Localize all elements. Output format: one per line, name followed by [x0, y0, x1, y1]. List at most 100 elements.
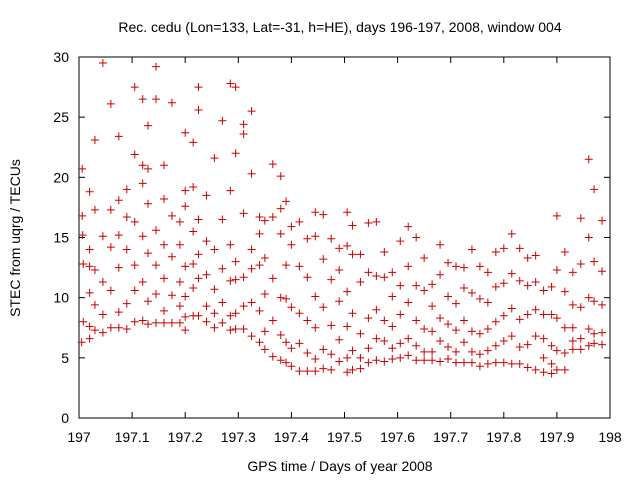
data-point: [210, 154, 219, 163]
data-point: [303, 316, 312, 325]
data-point: [255, 338, 264, 347]
data-point: [531, 332, 540, 341]
data-point: [138, 316, 147, 325]
data-point: [483, 298, 492, 307]
data-point: [590, 297, 599, 306]
data-point: [576, 345, 585, 354]
data-point: [255, 213, 264, 222]
data-point: [226, 186, 235, 195]
data-point: [372, 305, 381, 314]
data-point: [452, 347, 461, 356]
data-point: [295, 262, 304, 271]
plot-frame: [78, 56, 611, 419]
data-point: [260, 327, 269, 336]
data-point: [420, 347, 429, 356]
data-point: [547, 369, 556, 378]
y-axis: 0 5 10 15 20 25 30: [53, 49, 610, 426]
data-point: [327, 350, 336, 359]
data-point: [276, 330, 285, 339]
data-point: [78, 231, 87, 240]
data-point: [98, 328, 107, 337]
data-point: [598, 328, 607, 337]
data-point: [122, 299, 131, 308]
data-point: [404, 222, 413, 231]
data-point: [531, 365, 540, 374]
data-point: [452, 358, 461, 367]
data-point: [507, 269, 516, 278]
data-point: [90, 205, 99, 214]
data-point: [388, 268, 397, 277]
data-point: [412, 233, 421, 242]
data-point: [507, 359, 516, 368]
data-point: [380, 247, 389, 256]
x-axis: 197 197.1 197.2 197.3 197.4 197.5 197.6 197.7 19…: [67, 57, 622, 445]
data-point: [114, 323, 123, 332]
data-point: [539, 368, 548, 377]
data-point: [475, 362, 484, 371]
y-tick-label: 10: [53, 290, 69, 306]
data-point: [436, 336, 445, 345]
data-point: [590, 185, 599, 194]
data-point: [531, 278, 540, 287]
data-point: [523, 281, 532, 290]
data-point: [539, 286, 548, 295]
data-point: [428, 347, 437, 356]
chart-title: Rec. cedu (Lon=133, Lat=-31, h=HE), days…: [118, 19, 561, 35]
x-tick-label: 197: [67, 429, 91, 445]
data-point: [138, 179, 147, 188]
data-point: [327, 321, 336, 330]
data-point: [523, 310, 532, 319]
data-point: [90, 300, 99, 309]
data-point: [181, 292, 190, 301]
data-point: [436, 357, 445, 366]
data-point: [404, 334, 413, 343]
data-point: [260, 216, 269, 225]
data-point: [260, 290, 269, 299]
data-point: [483, 346, 492, 355]
data-point: [144, 297, 153, 306]
data-point: [348, 309, 357, 318]
data-point: [552, 211, 561, 220]
data-point: [444, 355, 453, 364]
x-tick-label: 198: [598, 429, 622, 445]
data-point: [547, 282, 556, 291]
data-point: [106, 99, 115, 108]
data-point: [181, 262, 190, 271]
data-point: [189, 182, 198, 191]
data-point: [90, 265, 99, 274]
data-point: [388, 322, 397, 331]
data-point: [568, 268, 577, 277]
data-point: [106, 243, 115, 252]
data-point: [311, 232, 320, 241]
data-point: [151, 95, 160, 104]
data-point: [159, 274, 168, 283]
data-point: [499, 336, 508, 345]
data-point: [343, 322, 352, 331]
data-point: [412, 356, 421, 365]
data-point: [420, 253, 429, 262]
data-point: [167, 211, 176, 220]
data-point: [189, 138, 198, 147]
data-point: [335, 357, 344, 366]
data-point: [327, 234, 336, 243]
data-point: [138, 232, 147, 241]
data-point: [295, 309, 304, 318]
data-point: [364, 344, 373, 353]
data-point: [475, 350, 484, 359]
data-point: [194, 311, 203, 320]
data-point: [194, 274, 203, 283]
data-point: [444, 292, 453, 301]
data-point: [396, 339, 405, 348]
data-point: [552, 346, 561, 355]
data-point: [79, 259, 88, 268]
data-point: [584, 155, 593, 164]
data-point: [144, 249, 153, 258]
data-point: [138, 161, 147, 170]
data-point: [436, 314, 445, 323]
data-point: [396, 310, 405, 319]
data-point: [372, 334, 381, 343]
data-point: [175, 278, 184, 287]
data-point: [239, 120, 248, 129]
data-point: [598, 300, 607, 309]
